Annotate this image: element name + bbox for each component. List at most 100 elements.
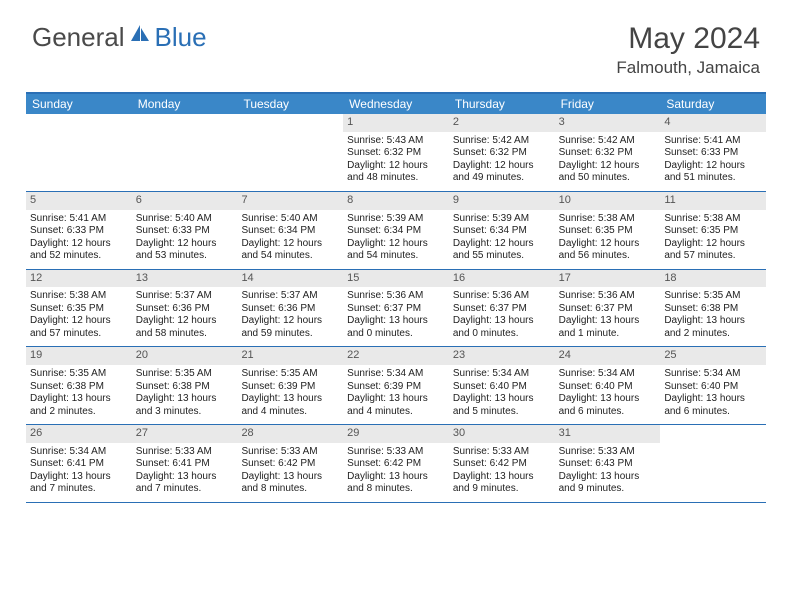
daylight-line: Daylight: 13 hours and 3 minutes. (136, 393, 234, 418)
sunset-line: Sunset: 6:35 PM (30, 303, 128, 316)
daylight-line: Daylight: 13 hours and 7 minutes. (30, 471, 128, 496)
day-number: 28 (237, 425, 343, 443)
sunset-line: Sunset: 6:42 PM (347, 458, 445, 471)
day-cell: 12Sunrise: 5:38 AMSunset: 6:35 PMDayligh… (26, 270, 132, 347)
day-number: 25 (660, 347, 766, 365)
day-cell: 13Sunrise: 5:37 AMSunset: 6:36 PMDayligh… (132, 270, 238, 347)
sunrise-line: Sunrise: 5:33 AM (453, 446, 551, 459)
sunset-line: Sunset: 6:32 PM (453, 147, 551, 160)
daylight-line: Daylight: 13 hours and 6 minutes. (559, 393, 657, 418)
day-cell: . (132, 114, 238, 191)
day-cell: 30Sunrise: 5:33 AMSunset: 6:42 PMDayligh… (449, 425, 555, 502)
day-number: 29 (343, 425, 449, 443)
sunrise-line: Sunrise: 5:33 AM (347, 446, 445, 459)
sunrise-line: Sunrise: 5:37 AM (241, 290, 339, 303)
day-cell: 17Sunrise: 5:36 AMSunset: 6:37 PMDayligh… (555, 270, 661, 347)
sunset-line: Sunset: 6:37 PM (347, 303, 445, 316)
brand-text-blue: Blue (155, 22, 207, 53)
day-cell: 10Sunrise: 5:38 AMSunset: 6:35 PMDayligh… (555, 192, 661, 269)
day-cell: 8Sunrise: 5:39 AMSunset: 6:34 PMDaylight… (343, 192, 449, 269)
day-number: 20 (132, 347, 238, 365)
daylight-line: Daylight: 13 hours and 5 minutes. (453, 393, 551, 418)
day-cell: 18Sunrise: 5:35 AMSunset: 6:38 PMDayligh… (660, 270, 766, 347)
daylight-line: Daylight: 12 hours and 59 minutes. (241, 315, 339, 340)
sunset-line: Sunset: 6:38 PM (664, 303, 762, 316)
sunrise-line: Sunrise: 5:41 AM (664, 135, 762, 148)
day-header: Tuesday (237, 94, 343, 114)
daylight-line: Daylight: 13 hours and 2 minutes. (30, 393, 128, 418)
day-cell: 4 Sunrise: 5:41 AMSunset: 6:33 PMDaylight… (660, 114, 766, 191)
day-cell: 2Sunrise: 5:42 AMSunset: 6:32 PMDaylight… (449, 114, 555, 191)
day-number: 30 (449, 425, 555, 443)
daylight-line: Daylight: 13 hours and 1 minute. (559, 315, 657, 340)
day-number: 23 (449, 347, 555, 365)
daylight-line: Daylight: 13 hours and 0 minutes. (347, 315, 445, 340)
title-block: May 2024 Falmouth, Jamaica (616, 22, 760, 78)
day-cell: 21Sunrise: 5:35 AMSunset: 6:39 PMDayligh… (237, 347, 343, 424)
daylight-line: Daylight: 13 hours and 4 minutes. (347, 393, 445, 418)
sunset-line: Sunset: 6:32 PM (559, 147, 657, 160)
brand-text-general: General (32, 22, 125, 53)
daylight-line: Daylight: 12 hours and 51 minutes. (664, 160, 762, 185)
day-cell: 5Sunrise: 5:41 AMSunset: 6:33 PMDaylight… (26, 192, 132, 269)
sunrise-line: Sunrise: 5:34 AM (453, 368, 551, 381)
daylight-line: Daylight: 12 hours and 50 minutes. (559, 160, 657, 185)
week-row: 19Sunrise: 5:35 AMSunset: 6:38 PMDayligh… (26, 347, 766, 425)
sunrise-line: Sunrise: 5:34 AM (664, 368, 762, 381)
week-row: 12Sunrise: 5:38 AMSunset: 6:35 PMDayligh… (26, 270, 766, 348)
sunset-line: Sunset: 6:38 PM (30, 381, 128, 394)
sunrise-line: Sunrise: 5:40 AM (136, 213, 234, 226)
location-label: Falmouth, Jamaica (616, 58, 760, 78)
daylight-line: Daylight: 13 hours and 7 minutes. (136, 471, 234, 496)
day-cell: 1Sunrise: 5:43 AMSunset: 6:32 PMDaylight… (343, 114, 449, 191)
day-cell: 20Sunrise: 5:35 AMSunset: 6:38 PMDayligh… (132, 347, 238, 424)
sunrise-line: Sunrise: 5:33 AM (241, 446, 339, 459)
sunrise-line: Sunrise: 5:39 AM (347, 213, 445, 226)
sunset-line: Sunset: 6:41 PM (136, 458, 234, 471)
day-header: Sunday (26, 94, 132, 114)
day-number: 21 (237, 347, 343, 365)
day-cell: 27Sunrise: 5:33 AMSunset: 6:41 PMDayligh… (132, 425, 238, 502)
day-cell: 9Sunrise: 5:39 AMSunset: 6:34 PMDaylight… (449, 192, 555, 269)
day-cell: 31Sunrise: 5:33 AMSunset: 6:43 PMDayligh… (555, 425, 661, 502)
sunset-line: Sunset: 6:35 PM (559, 225, 657, 238)
day-cell: . (660, 425, 766, 502)
day-number: 4 (660, 114, 766, 132)
sunset-line: Sunset: 6:40 PM (453, 381, 551, 394)
week-row: 5Sunrise: 5:41 AMSunset: 6:33 PMDaylight… (26, 192, 766, 270)
daylight-line: Daylight: 12 hours and 57 minutes. (30, 315, 128, 340)
day-header-row: SundayMondayTuesdayWednesdayThursdayFrid… (26, 94, 766, 114)
day-number: 11 (660, 192, 766, 210)
day-number: 19 (26, 347, 132, 365)
daylight-line: Daylight: 13 hours and 0 minutes. (453, 315, 551, 340)
daylight-line: Daylight: 13 hours and 8 minutes. (347, 471, 445, 496)
brand-logo: General Blue (32, 22, 207, 53)
daylight-line: Daylight: 12 hours and 54 minutes. (347, 238, 445, 263)
day-number: 2 (449, 114, 555, 132)
month-title: May 2024 (616, 22, 760, 56)
day-number: 7 (237, 192, 343, 210)
day-header: Wednesday (343, 94, 449, 114)
day-cell: 22Sunrise: 5:34 AMSunset: 6:39 PMDayligh… (343, 347, 449, 424)
sunset-line: Sunset: 6:38 PM (136, 381, 234, 394)
day-number: 16 (449, 270, 555, 288)
sunset-line: Sunset: 6:33 PM (664, 147, 762, 160)
sunrise-line: Sunrise: 5:33 AM (559, 446, 657, 459)
day-cell: 25Sunrise: 5:34 AMSunset: 6:40 PMDayligh… (660, 347, 766, 424)
day-cell: 14Sunrise: 5:37 AMSunset: 6:36 PMDayligh… (237, 270, 343, 347)
sunrise-line: Sunrise: 5:37 AM (136, 290, 234, 303)
sunset-line: Sunset: 6:33 PM (30, 225, 128, 238)
sunset-line: Sunset: 6:32 PM (347, 147, 445, 160)
sunset-line: Sunset: 6:42 PM (453, 458, 551, 471)
sunset-line: Sunset: 6:37 PM (559, 303, 657, 316)
sunset-line: Sunset: 6:43 PM (559, 458, 657, 471)
sunset-line: Sunset: 6:41 PM (30, 458, 128, 471)
day-number: 6 (132, 192, 238, 210)
day-number: 5 (26, 192, 132, 210)
sunrise-line: Sunrise: 5:34 AM (30, 446, 128, 459)
daylight-line: Daylight: 12 hours and 54 minutes. (241, 238, 339, 263)
day-number: 9 (449, 192, 555, 210)
week-row: 26Sunrise: 5:34 AMSunset: 6:41 PMDayligh… (26, 425, 766, 503)
day-number: 24 (555, 347, 661, 365)
sunset-line: Sunset: 6:34 PM (241, 225, 339, 238)
